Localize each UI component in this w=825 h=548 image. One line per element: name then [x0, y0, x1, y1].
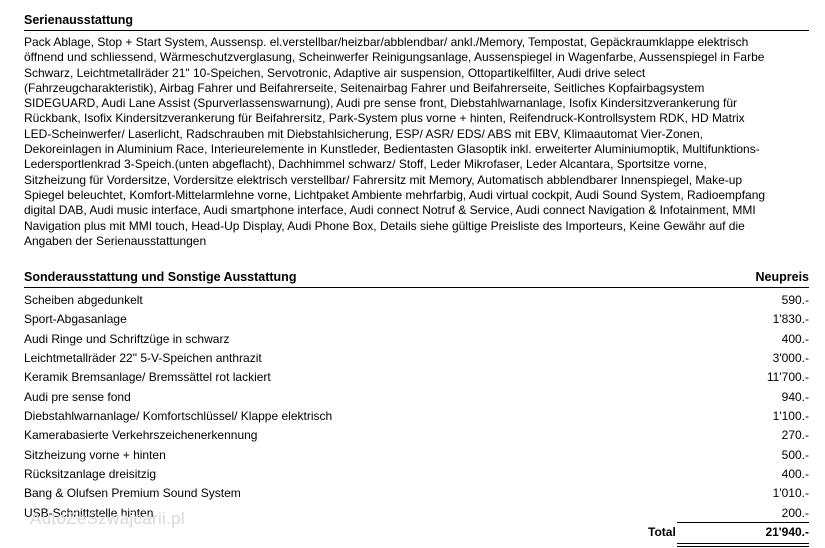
option-row: Leichtmetallräder 22" 5-V-Speichen anthr… [24, 349, 809, 368]
rule [677, 546, 809, 547]
option-name: Diebstahlwarnanlage/ Komfortschlüssel/ K… [24, 409, 333, 424]
text-line: Ledersportlenkrad 3-Speich.(unten abgefl… [24, 157, 707, 172]
option-price: 400.- [781, 467, 809, 482]
option-name: Audi Ringe und Schriftzüge in schwarz [24, 331, 230, 346]
text-line: digital DAB, Audi music interface, Audi … [24, 203, 756, 218]
option-name: USB-Schnittstelle hinten [24, 505, 154, 520]
section-title: Serienausstattung [24, 13, 134, 27]
text-line: SIDEGUARD, Audi Lane Assist (Spurverlass… [24, 96, 738, 111]
text-line: Dekoreinlagen in Aluminium Race, Interie… [24, 142, 760, 157]
text-line: öffnend und schliessend, Wärmeschutzverg… [24, 50, 765, 65]
option-price: 400.- [781, 331, 809, 346]
column-header: Neupreis [755, 270, 810, 284]
text-line: Spiegel beleuchtet, Komfort-Mittelarmleh… [24, 187, 766, 202]
rule [677, 543, 809, 544]
option-price: 1'100.- [772, 409, 809, 424]
watermark: AutoZeSzwajcarii.pl [30, 509, 185, 528]
total-label: Total [648, 525, 676, 539]
option-row: Sitzheizung vorne + hinten 500.- [24, 446, 809, 465]
option-name: Keramik Bremsanlage/ Bremssättel rot lac… [24, 370, 271, 385]
option-row: Bang & Olufsen Premium Sound System 1'010… [24, 484, 809, 503]
option-price: 3'000.- [772, 351, 809, 366]
option-row: Keramik Bremsanlage/ Bremssättel rot lac… [24, 368, 809, 387]
option-name: Sitzheizung vorne + hinten [24, 447, 166, 462]
text-line: Pack Ablage, Stop + Start System, Aussen… [24, 35, 749, 49]
section-title: Sonderausstattung und Sonstige Ausstattu… [24, 270, 297, 284]
option-price: 270.- [781, 428, 809, 443]
text-line: Angaben der Serienausstattungen [24, 233, 207, 248]
rule [24, 30, 809, 31]
option-price: 940.- [781, 389, 809, 404]
text-line: Navigation plus mit MMI touch, Head-Up D… [24, 218, 745, 233]
text-line: LED-Scheinwerfer/ Laserlicht, Radschraub… [24, 126, 703, 141]
option-price: 1'010.- [772, 486, 809, 501]
option-row: Audi pre sense fond 940.- [24, 388, 809, 407]
option-name: Kamerabasierte Verkehrszeichenerkennung [24, 428, 258, 443]
text-line: (Fahrzeugcharakteristik), Airbag Fahrer … [24, 80, 705, 95]
option-row: Scheiben abgedunkelt 590.- [24, 291, 809, 310]
text-line: Sitzheizung für Vordersitze, Vordersitze… [24, 172, 743, 187]
option-price: 1'830.- [772, 312, 809, 327]
option-row: Rücksitzanlage dreisitzig 400.- [24, 465, 809, 484]
option-price: 500.- [781, 447, 809, 462]
option-name: Audi pre sense fond [24, 389, 131, 404]
option-price: 590.- [781, 293, 809, 307]
rule [677, 522, 809, 523]
standard-text: Pack Ablage, Stop + Start System, Aussen… [24, 35, 765, 249]
total-value: 21'940.- [765, 525, 809, 539]
option-row: Kamerabasierte Verkehrszeichenerkennung 2… [24, 426, 809, 445]
text-line: Rückbank, Isofix Kindersitzverankerung f… [24, 111, 745, 126]
text-line: Schwarz, Leichtmetallräder 21" 10-Speich… [24, 65, 646, 80]
option-row: USB-Schnittstelle hinten 200.- [24, 504, 809, 523]
option-name: Rücksitzanlage dreisitzig [24, 467, 157, 482]
option-row: Diebstahlwarnanlage/ Komfortschlüssel/ K… [24, 407, 809, 426]
option-name: Sport-Abgasanlage [24, 312, 127, 327]
options-list: Scheiben abgedunkelt 590.- Sport-Abgasanla… [24, 291, 809, 523]
rule [24, 287, 809, 288]
option-price: 11'700.- [766, 370, 809, 385]
option-name: Bang & Olufsen Premium Sound System [24, 486, 241, 501]
option-row: Sport-Abgasanlage 1'830.- [24, 310, 809, 329]
option-name: Scheiben abgedunkelt [24, 293, 143, 307]
option-name: Leichtmetallräder 22" 5-V-Speichen anthr… [24, 351, 262, 366]
option-row: Audi Ringe und Schriftzüge in schwarz 400… [24, 330, 809, 349]
option-price: 200.- [781, 505, 809, 520]
